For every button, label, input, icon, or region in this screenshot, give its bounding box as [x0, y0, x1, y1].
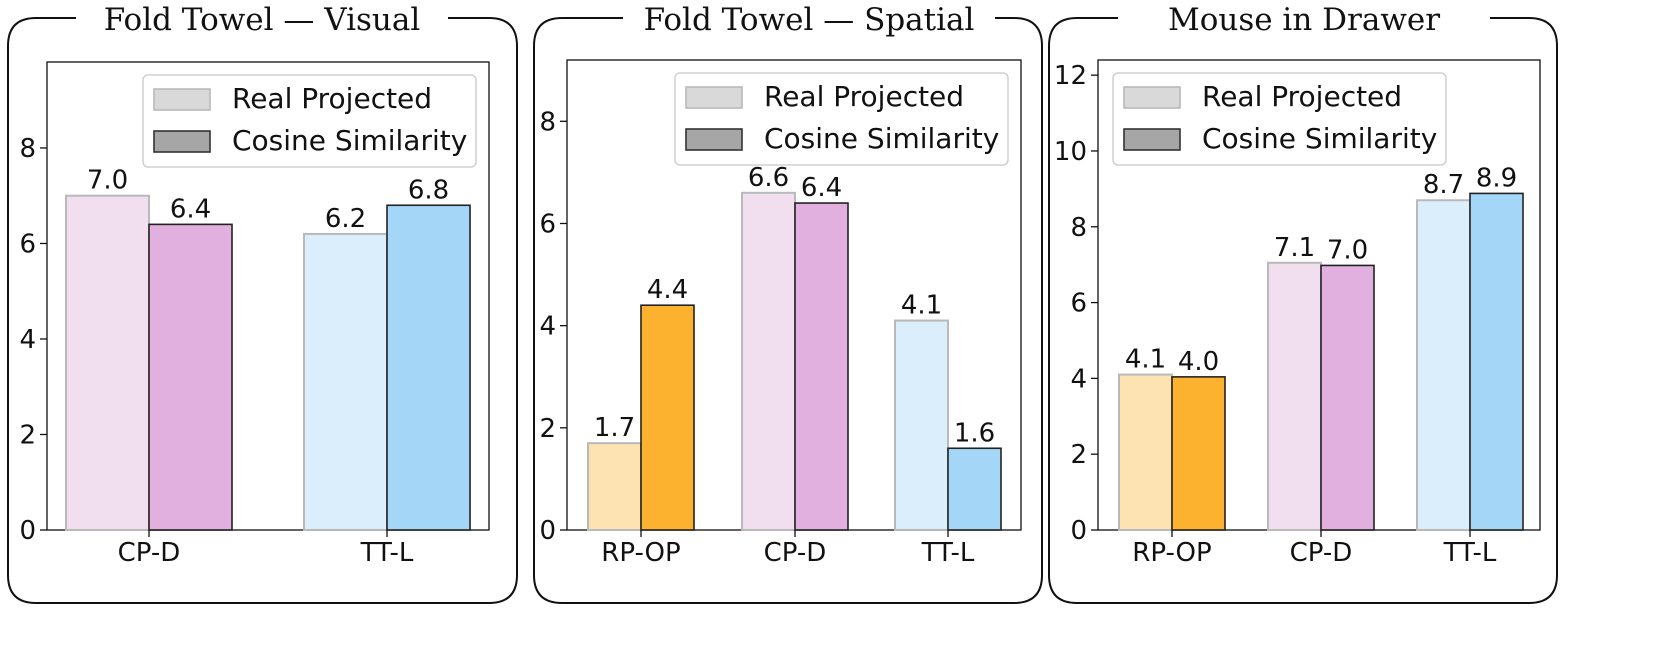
y-tick-label: 4: [1070, 364, 1087, 394]
y-tick-label: 0: [539, 516, 556, 546]
bar-real-projected: [1118, 373, 1173, 531]
x-tick-label: RP-OP: [601, 538, 680, 568]
bar-cosine-similarity: [640, 304, 695, 531]
bar-value-label: 1.6: [954, 418, 995, 448]
bar-cosine-similarity: [148, 223, 233, 531]
legend-label: Cosine Similarity: [232, 124, 467, 157]
legend-swatch: [153, 88, 211, 111]
bar-real-projected: [1416, 199, 1471, 531]
panel-frame: [7, 17, 518, 604]
y-tick-label: 8: [539, 107, 556, 137]
bar-real-projected: [587, 442, 642, 531]
chart-panel-1: Fold Towel — Visual 0 2 4 6 8 7.0 6.4 CP-D 6.2 6.8…: [7, 2, 518, 604]
bar-real-projected: [1267, 261, 1322, 531]
bar-real-projected: [303, 232, 388, 531]
bar-cosine-similarity: [1320, 264, 1375, 531]
y-tick-label: 6: [1070, 289, 1087, 319]
bar-value-label: 4.1: [1125, 345, 1166, 375]
y-tick-label: 0: [19, 516, 36, 546]
chart-panel-3: Mouse in Drawer 0 2 4 6 8 10 12 4.1 4.0 RP-OP 7.1 7.…: [1048, 2, 1558, 604]
y-tick-label: 2: [539, 414, 556, 444]
legend-label: Cosine Similarity: [764, 122, 999, 155]
x-tick-label: CP-D: [118, 538, 181, 568]
legend-label: Real Projected: [232, 82, 432, 115]
legend-swatch: [685, 86, 743, 109]
y-tick-label: 6: [19, 229, 36, 259]
bar-value-label: 8.7: [1423, 170, 1464, 200]
y-tick-label: 6: [539, 209, 556, 239]
bar-cosine-similarity: [1171, 376, 1226, 531]
x-tick-label: TT-L: [1443, 538, 1497, 568]
legend-swatch: [1123, 128, 1181, 151]
legend: Real Projected Cosine Similarity: [1112, 72, 1447, 166]
y-tick-label: 2: [19, 420, 36, 450]
x-tick-label: TT-L: [360, 538, 414, 568]
bar-value-label: 1.7: [594, 413, 635, 443]
y-tick-label: 10: [1054, 137, 1087, 167]
x-tick-label: CP-D: [764, 538, 827, 568]
bar-cosine-similarity: [794, 202, 849, 531]
y-tick-label: 12: [1054, 61, 1087, 91]
x-tick-label: RP-OP: [1132, 538, 1211, 568]
legend-swatch: [153, 130, 211, 153]
panel-frame: [1048, 17, 1558, 604]
y-tick-label: 2: [1070, 440, 1087, 470]
bar-real-projected: [894, 319, 949, 532]
legend: Real Projected Cosine Similarity: [674, 72, 1009, 166]
plot-area: [46, 61, 490, 531]
y-tick-label: 4: [19, 325, 36, 355]
chart-panel-2: Fold Towel — Spatial 0 2 4 6 8 1.7 4.4 RP-OP 6.6 6…: [533, 2, 1043, 604]
bar-value-label: 7.1: [1274, 233, 1315, 263]
bar-cosine-similarity: [947, 447, 1002, 531]
legend-swatch: [685, 128, 743, 151]
legend-label: Cosine Similarity: [1202, 122, 1437, 155]
panel-title: Fold Towel — Spatial: [644, 2, 975, 38]
bar-real-projected: [65, 194, 150, 531]
legend-swatch: [1123, 86, 1181, 109]
panel-frame: [533, 17, 1043, 604]
y-tick-label: 4: [539, 312, 556, 342]
y-tick-label: 8: [1070, 213, 1087, 243]
bar-value-label: 4.1: [901, 291, 942, 321]
bar-value-label: 7.0: [1327, 235, 1368, 265]
bar-value-label: 6.2: [325, 204, 366, 234]
legend: Real Projected Cosine Similarity: [142, 74, 477, 168]
y-tick-label: 8: [19, 134, 36, 164]
bar-value-label: 6.8: [408, 175, 449, 205]
bar-value-label: 7.0: [87, 166, 128, 196]
legend-box: [1112, 72, 1447, 166]
bar-cosine-similarity: [1469, 192, 1524, 531]
x-tick-label: CP-D: [1290, 538, 1353, 568]
legend-box: [142, 74, 477, 168]
bar-value-label: 8.9: [1476, 163, 1517, 193]
bar-value-label: 6.4: [170, 194, 211, 224]
bar-value-label: 4.4: [647, 275, 688, 305]
panel-title: Fold Towel — Visual: [104, 2, 421, 38]
bar-real-projected: [741, 191, 796, 531]
panel-title: Mouse in Drawer: [1168, 2, 1440, 38]
x-tick-label: TT-L: [921, 538, 975, 568]
legend-box: [674, 72, 1009, 166]
bar-cosine-similarity: [386, 204, 471, 531]
bar-value-label: 4.0: [1178, 347, 1219, 377]
legend-label: Real Projected: [764, 80, 964, 113]
legend-label: Real Projected: [1202, 80, 1402, 113]
y-tick-label: 0: [1070, 516, 1087, 546]
bar-value-label: 6.4: [801, 173, 842, 203]
bar-value-label: 6.6: [748, 163, 789, 193]
